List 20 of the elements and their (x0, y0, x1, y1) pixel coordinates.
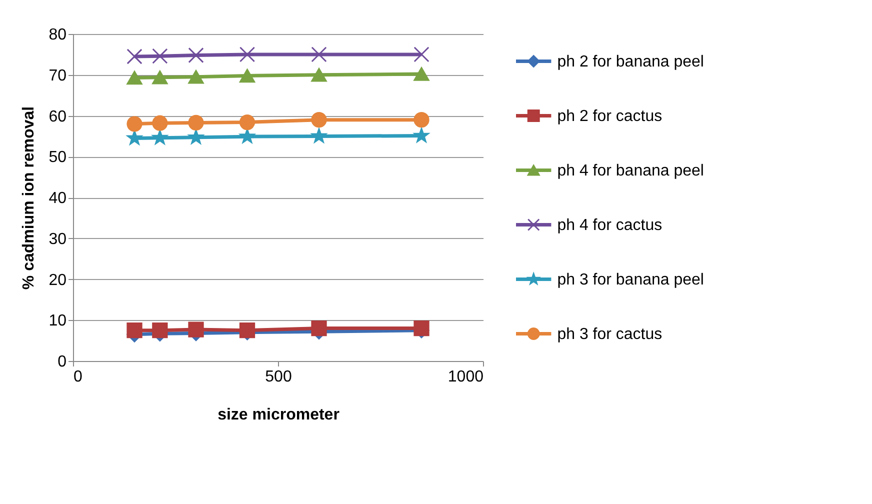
y-tick-label: 30 (48, 230, 67, 248)
legend-label: ph 3 for banana peel (557, 271, 704, 288)
y-tick-label: 20 (48, 272, 67, 289)
x-tick-label: 0 (74, 368, 82, 386)
legend-label: ph 4 for cactus (557, 216, 662, 234)
y-axis-title: % cadmium ion removal (20, 106, 38, 290)
y-tick-label: 40 (48, 190, 67, 207)
y-tick-label: 10 (48, 312, 67, 330)
legend-label: ph 4 for banana peel (557, 162, 704, 180)
x-tick-label: 1000 (448, 368, 484, 386)
y-tick-label: 60 (48, 108, 67, 126)
y-tick-label: 0 (58, 354, 67, 370)
x-tick-label: 500 (265, 368, 292, 386)
y-tick-label: 50 (48, 149, 67, 166)
legend-label: ph 2 for cactus (557, 108, 662, 125)
legend-label: ph 2 for banana peel (557, 53, 704, 70)
legend-label: ph 3 for cactus (557, 326, 662, 343)
y-tick-label: 80 (48, 26, 67, 44)
x-axis-title: size micrometer (218, 406, 340, 424)
y-tick-label: 70 (48, 67, 67, 84)
